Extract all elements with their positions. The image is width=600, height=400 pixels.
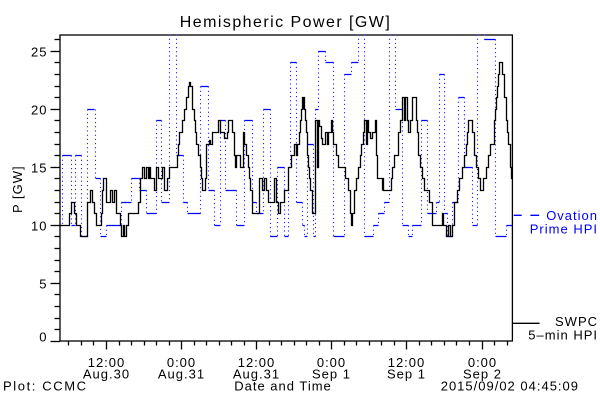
svg-text:12:00: 12:00 xyxy=(88,355,126,370)
svg-text:Aug.31: Aug.31 xyxy=(158,367,205,382)
svg-text:Sep 1: Sep 1 xyxy=(387,367,426,382)
svg-text:15: 15 xyxy=(31,161,47,176)
svg-text:Plot: CCMC: Plot: CCMC xyxy=(3,379,88,394)
svg-text:20: 20 xyxy=(31,103,47,118)
svg-text:5–min HPI: 5–min HPI xyxy=(528,328,598,343)
svg-text:0:00: 0:00 xyxy=(167,355,196,370)
svg-text:0:00: 0:00 xyxy=(317,355,346,370)
svg-text:0: 0 xyxy=(39,330,47,345)
svg-text:Aug.31: Aug.31 xyxy=(233,367,280,382)
svg-text:SWPC: SWPC xyxy=(555,314,598,329)
svg-text:25: 25 xyxy=(31,45,47,60)
svg-text:5: 5 xyxy=(39,277,47,292)
svg-text:P [GW]: P [GW] xyxy=(10,165,25,213)
svg-text:Sep 2: Sep 2 xyxy=(463,367,502,382)
svg-text:Hemispheric Power [GW]: Hemispheric Power [GW] xyxy=(180,14,392,31)
svg-text:Aug.30: Aug.30 xyxy=(83,367,130,382)
svg-text:0:00: 0:00 xyxy=(468,355,497,370)
svg-text:Sep 1: Sep 1 xyxy=(312,367,351,382)
svg-text:2015/09/02 04:45:09: 2015/09/02 04:45:09 xyxy=(441,379,579,394)
svg-text:12:00: 12:00 xyxy=(388,355,426,370)
svg-text:10: 10 xyxy=(31,219,47,234)
svg-text:12:00: 12:00 xyxy=(238,355,276,370)
svg-text:Prime HPI: Prime HPI xyxy=(530,222,598,237)
svg-text:Ovation: Ovation xyxy=(546,208,598,223)
svg-text:Date and Time: Date and Time xyxy=(234,379,332,394)
